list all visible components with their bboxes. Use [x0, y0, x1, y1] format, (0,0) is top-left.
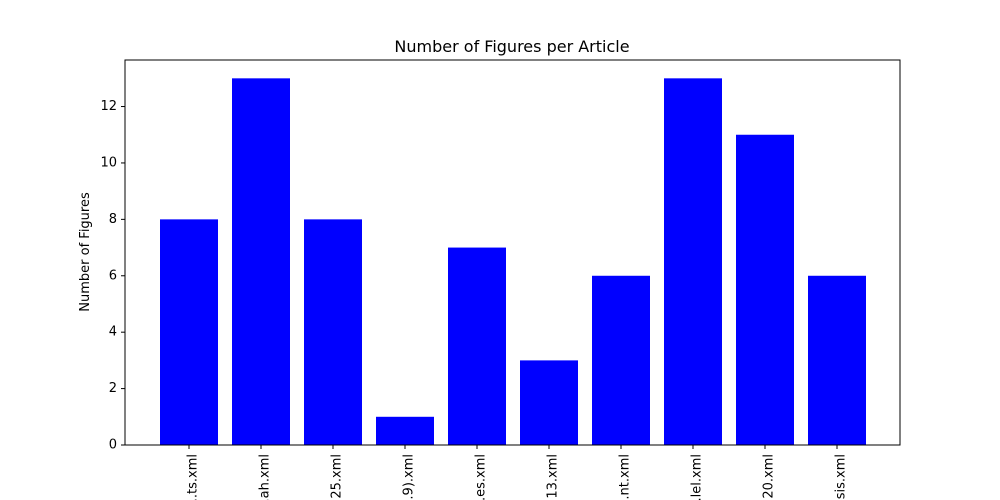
y-tick-label: 10: [100, 155, 117, 170]
x-tick-label: ...ts.xml: [186, 454, 201, 500]
bar: [592, 275, 650, 445]
plot-frame: [124, 59, 901, 446]
x-tick-label: ...25.xml: [330, 454, 345, 500]
y-ticks-group: 0 2 4 6 8 10 12: [100, 99, 125, 453]
bars-group: [160, 78, 866, 445]
y-tick-label: 12: [100, 99, 117, 114]
x-tick-label: ...es.xml: [474, 454, 489, 500]
x-tick-label: ...9).xml: [402, 454, 417, 500]
x-tick-label: ...ah.xml: [258, 454, 273, 500]
y-tick-label: 8: [109, 212, 117, 227]
x-tick-label: ...20.xml: [762, 454, 777, 500]
bar: [160, 219, 218, 445]
y-tick-label: 0: [109, 438, 117, 453]
x-tick-label: ...sis.xml: [834, 454, 849, 500]
y-tick-label: 4: [109, 325, 117, 340]
bar: [376, 416, 434, 445]
x-ticks-group: ...ts.xml ...ah.xml ...25.xml ...9).xml ...e…: [186, 445, 849, 500]
x-tick-label: ...nt.xml: [618, 454, 633, 500]
y-tick-label: 6: [109, 268, 117, 283]
y-tick-label: 2: [109, 381, 117, 396]
x-tick-label: ...13.xml: [546, 454, 561, 500]
bar: [304, 219, 362, 445]
bar: [232, 78, 290, 445]
bar: [736, 134, 794, 445]
bar: [808, 275, 866, 445]
bar: [664, 78, 722, 445]
bar: [520, 360, 578, 445]
chart-title: Number of Figures per Article: [394, 37, 629, 56]
y-axis-label: Number of Figures: [78, 192, 93, 312]
x-tick-label: ...lel.xml: [690, 454, 705, 500]
bar: [448, 247, 506, 445]
